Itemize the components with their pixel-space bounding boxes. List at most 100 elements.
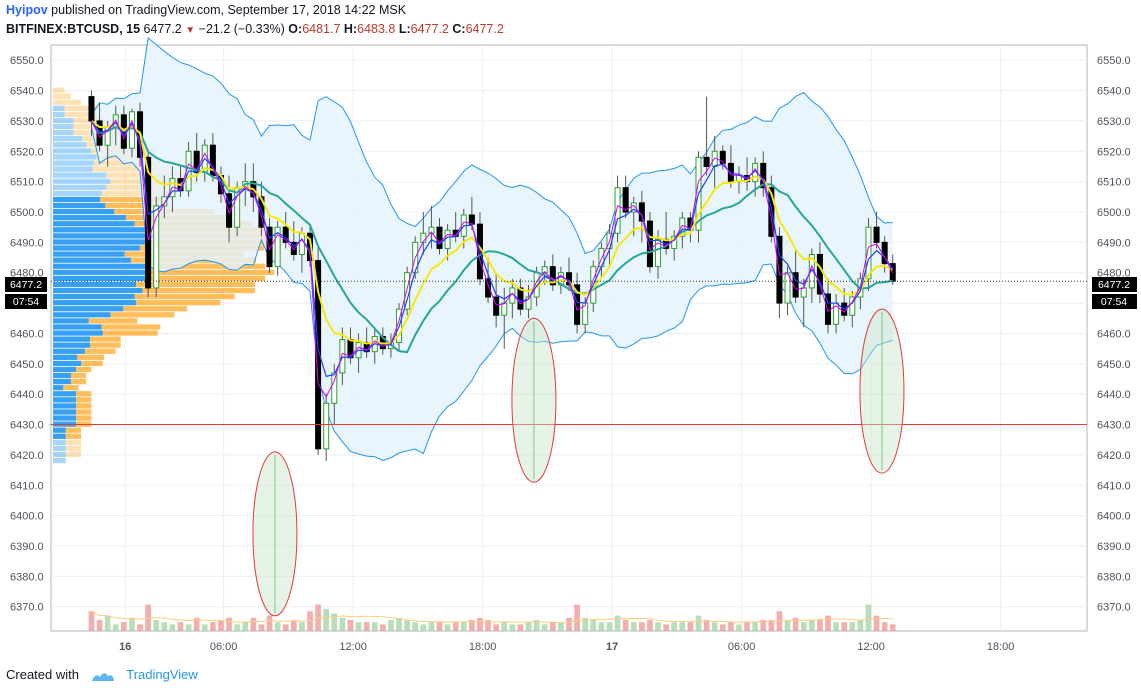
volume-bar [210,622,216,631]
vp-bar-down [142,287,255,294]
right-price-badge-bg [1092,277,1137,292]
volume-bar [137,624,143,631]
vp-bar-up [53,275,147,282]
candle-body [800,287,807,298]
left-price-badge: 6477.2 [10,279,42,291]
y-tick-label-left: 6440.0 [10,389,44,401]
vp-bar-down [146,263,266,269]
vp-bar-up [53,105,65,111]
x-tick-label: 17 [606,641,618,653]
volume-bar [242,622,249,631]
x-axis[interactable]: 16 06:00 12:00 18:00 17 06:00 12:00 18:00 [119,641,1014,653]
volume-bar [299,622,305,631]
tradingview-link[interactable]: TradingView [126,667,198,682]
vp-bar-down [136,300,221,306]
candle-body [493,296,500,316]
volume-bar [193,617,200,631]
author-link[interactable]: Hyipov [6,3,48,17]
y-axis-right[interactable]: 6370.0 6380.0 6390.0 6400.0 6410.0 6420.0 6430… [1097,55,1131,614]
volume-bar [590,620,597,631]
volume-bar [549,622,556,631]
vp-bar-down [110,312,175,318]
candle-body [485,278,492,298]
volume-bar [485,620,491,631]
y-tick-label-right: 6510.0 [1097,177,1131,189]
volume-bar [784,620,791,631]
volume-bar [339,617,346,631]
vp-bar-up [53,342,91,348]
candle-body [436,226,443,249]
y-tick-label-left: 6420.0 [10,450,44,462]
y-tick-label-left: 6500.0 [10,207,44,219]
volume-bar [889,624,896,631]
right-price-badge: 6477.2 [1098,279,1130,291]
open-label: O: [288,22,303,36]
y-axis-left[interactable]: 6370.0 6380.0 6390.0 6400.0 6410.0 6420.0 6430… [10,55,44,614]
x-tick-label: 06:00 [210,641,238,653]
volume-bar [833,622,839,631]
candle-body [630,202,637,213]
vp-bar-up [53,227,151,233]
volume-bar [371,622,378,631]
vp-bar-down [76,409,92,415]
vp-bar-up [53,403,76,409]
volume-bar [574,604,580,631]
vp-bar-up [53,445,66,452]
candle-body [541,266,548,274]
vp-bar-up [53,457,66,464]
volume-bar [728,622,734,631]
candle-body [638,202,645,222]
price-change: −21.2 (−0.33%) [198,22,285,36]
y-tick-label-right: 6550.0 [1097,55,1131,67]
vp-bar-up [53,130,74,136]
vp-bar-up [53,366,76,373]
vp-bar-up [53,251,125,257]
vp-bar-down [90,342,121,348]
footer: Created with TradingView [6,667,198,683]
vp-bar-up [53,202,106,209]
volume-bar [412,622,419,631]
open-value: 6481.7 [302,22,341,36]
vp-bar-up [53,142,87,148]
volume-bar [428,622,435,631]
vp-bar-up [53,300,137,306]
volume-bar [129,617,135,631]
volume-bar [436,622,443,631]
y-tick-label-right: 6410.0 [1097,480,1131,492]
vp-bar-down [76,415,92,421]
y-tick-label-right: 6440.0 [1097,389,1131,401]
vp-bar-down [92,166,167,172]
vp-bar-down [101,324,161,330]
volume-bar [541,624,548,631]
volume-bar [290,620,297,631]
left-price-badge-bg [5,277,47,292]
volume-bar [363,622,370,631]
volume-bar [331,613,338,631]
y-tick-label-left: 6480.0 [10,268,44,280]
volume-bar [639,622,645,631]
volume-bar [104,615,111,631]
vp-bar-up [53,439,66,445]
volume-bar [841,622,848,631]
bb-fill [91,37,893,461]
candle-body [153,205,160,289]
y-tick-label-left: 6400.0 [10,511,44,523]
vp-bar-down [65,427,82,433]
volume-bar [800,622,807,631]
y-tick-label-right: 6430.0 [1097,420,1131,432]
candle-body [209,144,216,177]
volume-bar [736,624,742,631]
bb-upper [91,37,893,255]
vp-bar-up [53,190,102,197]
high-value: 6483.8 [357,22,396,36]
volume-bar [647,620,653,631]
volume-bar [768,620,775,631]
x-tick-label: 06:00 [728,641,756,653]
vp-bar-up [53,281,137,288]
close-label: C: [452,22,466,36]
vp-bar-up [53,184,107,190]
vp-bar-down [65,439,82,445]
volume-bar [865,604,872,631]
volume-bar [388,620,394,631]
